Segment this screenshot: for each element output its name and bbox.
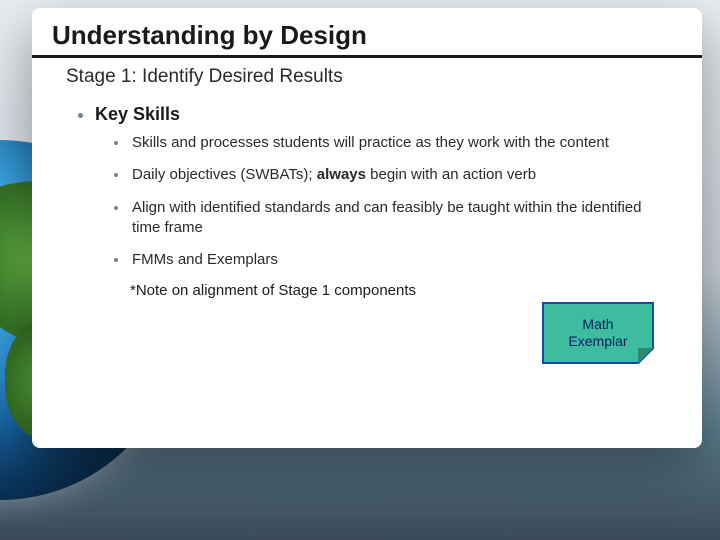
- list-item: FMMs and Exemplars: [114, 250, 672, 270]
- callout-text: MathExemplar: [568, 316, 627, 351]
- math-exemplar-callout[interactable]: MathExemplar: [542, 302, 654, 364]
- slide-title: Understanding by Design: [32, 8, 702, 58]
- section-label: Key Skills: [95, 104, 180, 125]
- footnote: *Note on alignment of Stage 1 components: [32, 282, 702, 299]
- bullet-text: Align with identified standards and can …: [132, 198, 672, 239]
- list-item: Skills and processes students will pract…: [114, 133, 672, 153]
- bullet-text: Skills and processes students will pract…: [132, 133, 672, 153]
- bullet-dot: [114, 173, 118, 177]
- slide-subtitle: Stage 1: Identify Desired Results: [32, 66, 702, 98]
- slide-panel: Understanding by Design Stage 1: Identif…: [32, 8, 702, 448]
- page-fold-icon: [638, 348, 654, 364]
- list-item: Align with identified standards and can …: [114, 198, 672, 239]
- list-item: Daily objectives (SWBATs); always begin …: [114, 165, 672, 185]
- section-heading: Key Skills: [32, 98, 702, 133]
- bullet-dot: [114, 141, 118, 145]
- bullet-text: Daily objectives (SWBATs); always begin …: [132, 165, 672, 185]
- bullet-dot: [114, 258, 118, 262]
- bullet-dot: [114, 206, 118, 210]
- bullet-text: FMMs and Exemplars: [132, 250, 672, 270]
- bullet-list: Skills and processes students will pract…: [32, 133, 702, 270]
- bullet-dot: [78, 113, 83, 118]
